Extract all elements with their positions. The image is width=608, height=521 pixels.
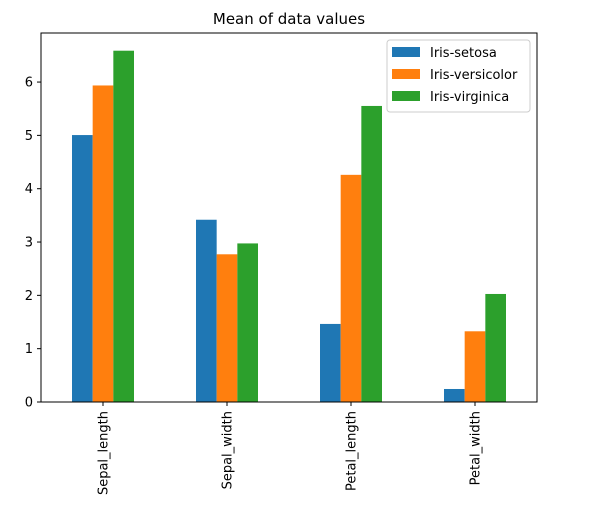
bar-iris-versicolor-petal-length: [340, 174, 362, 402]
legend-label-iris-virginica: Iris-virginica: [430, 90, 509, 105]
y-tick-label: 4: [25, 182, 33, 197]
bar-iris-versicolor-sepal-width: [216, 254, 238, 402]
x-axis: Sepal_length Sepal_width Petal_length Petal…: [97, 402, 484, 495]
legend-swatch-iris-virginica: [392, 91, 420, 101]
bar-iris-setosa-sepal-length: [72, 135, 93, 402]
plot-frame: [40, 32, 538, 403]
bar-iris-setosa-sepal-width: [196, 219, 217, 402]
bar-iris-virginica-sepal-length: [113, 50, 134, 403]
bar-iris-setosa-petal-length: [320, 323, 341, 402]
bar-iris-versicolor-sepal-length: [92, 85, 114, 402]
x-tick-label-sepal-length: Sepal_length: [97, 411, 112, 495]
x-tick-label-sepal-width: Sepal_width: [221, 411, 236, 489]
y-tick-label: 1: [25, 342, 33, 357]
legend-swatch-iris-setosa: [392, 47, 420, 57]
x-tick-label-petal-length: Petal_length: [345, 411, 360, 491]
y-tick-label: 5: [25, 129, 33, 144]
bar-iris-virginica-sepal-width: [237, 243, 258, 402]
bars-group: [72, 50, 506, 403]
legend-label-iris-versicolor: Iris-versicolor: [430, 68, 518, 83]
legend: Iris-setosa Iris-versicolor Iris-virginica: [386, 39, 531, 113]
y-tick-label: 2: [25, 289, 33, 304]
legend-label-iris-setosa: Iris-setosa: [430, 46, 497, 61]
chart-title: Mean of data values: [213, 10, 365, 28]
x-tick-label-petal-width: Petal_width: [469, 411, 484, 485]
y-axis: 0 1 2 3 4 5 6: [25, 76, 41, 411]
y-tick-label: 0: [25, 396, 33, 411]
bar-iris-virginica-petal-length: [361, 105, 382, 402]
bar-iris-versicolor-petal-width: [464, 331, 486, 402]
y-tick-label: 6: [25, 76, 33, 91]
y-tick-label: 3: [25, 236, 33, 251]
bar-iris-setosa-petal-width: [444, 388, 465, 402]
legend-box: [386, 39, 531, 113]
legend-swatch-iris-versicolor: [392, 69, 420, 79]
bar-iris-virginica-petal-width: [485, 293, 506, 402]
